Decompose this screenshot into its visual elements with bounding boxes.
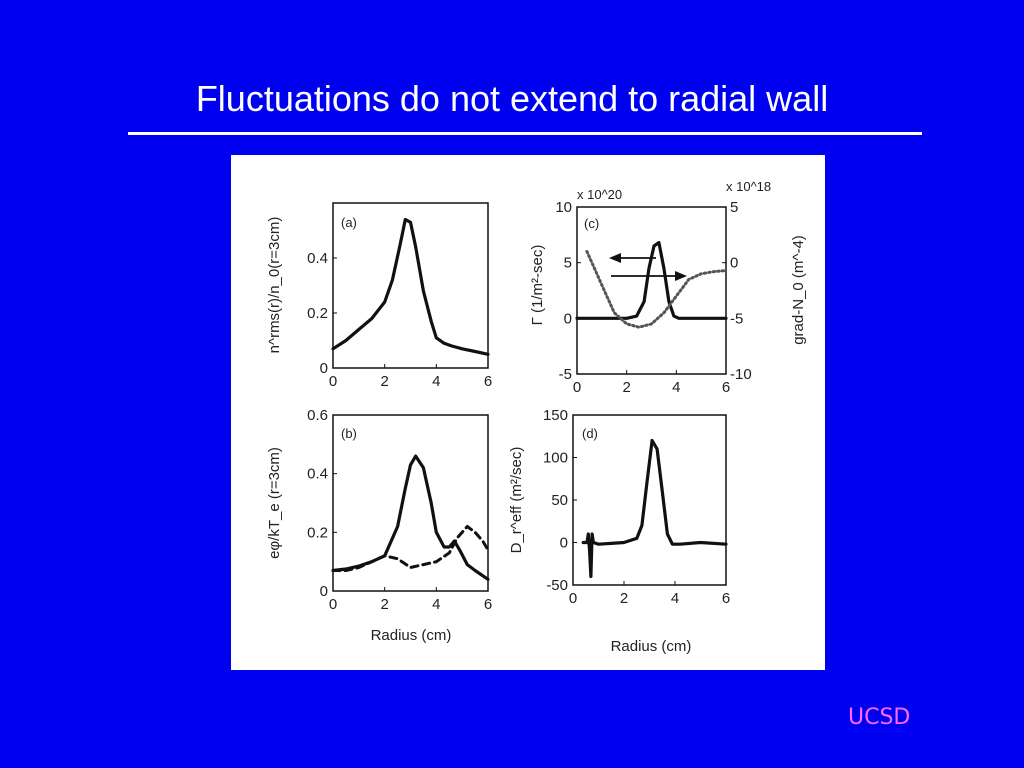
panel-c-exponent-right: x 10^18 <box>726 179 771 194</box>
panel-a-xtick-label: 2 <box>380 373 388 390</box>
figure-svg: (a) n^rms(r)/n_0(r=3cm) 0 2 4 6 0 0.2 0.4 (b) … <box>266 179 807 655</box>
panel-b-xtick-label: 2 <box>380 596 388 613</box>
panel-a-ytick-label: 0 <box>320 360 328 377</box>
panel-c-y2label: grad-N_0 (m^-4) <box>790 235 807 345</box>
panel-c-series-dotted-line <box>585 250 728 329</box>
panel-b-series-solid-line <box>331 454 490 581</box>
panel-d-ytick-label: 0 <box>560 535 568 552</box>
slide-title: Fluctuations do not extend to radial wal… <box>195 78 829 119</box>
panel-d-ytick-label: 100 <box>543 450 568 467</box>
panel-c-y2tick-label: 0 <box>730 255 738 272</box>
panel-d-label: (d) <box>582 426 598 441</box>
panel-c-xtick-label: 4 <box>672 379 680 396</box>
panel-b-series-dashed-line <box>331 525 490 572</box>
panel-c-label: (c) <box>584 216 599 231</box>
panel-a-series <box>331 217 490 356</box>
panel-b-ytick-label: 0.2 <box>307 524 328 541</box>
panel-c-frame <box>576 206 727 375</box>
title-divider <box>128 132 922 135</box>
panel-a: (a) n^rms(r)/n_0(r=3cm) 0 2 4 6 0 0.2 0.4 <box>266 202 492 390</box>
arrow-right-head <box>675 271 687 281</box>
panel-b-ytick-label: 0 <box>320 583 328 600</box>
panel-d: (d) D_r^eff (m²/sec) Radius (cm) 0 2 4 6 -50… <box>508 407 730 655</box>
panel-a-ylabel: n^rms(r)/n_0(r=3cm) <box>266 217 283 354</box>
panel-a-frame <box>332 202 489 369</box>
panel-c-y2tick-label: -10 <box>730 366 752 383</box>
panel-a-ytick-label: 0.2 <box>307 305 328 322</box>
panel-c-xtick-label: 0 <box>573 379 581 396</box>
panel-a-series-solid-line <box>331 217 490 356</box>
panel-b-ticks: 0 2 4 6 0 0.2 0.4 0.6 <box>307 407 492 613</box>
panel-a-xtick-label: 4 <box>432 373 440 390</box>
panel-b-ytick-label: 0.6 <box>307 407 328 424</box>
panel-c-xtick-label: 2 <box>622 379 630 396</box>
panel-c-xtick-label: 6 <box>722 379 730 396</box>
panel-d-ytick-label: 150 <box>543 407 568 424</box>
panel-c-y2tick-label: -5 <box>730 310 743 327</box>
panel-c-series <box>575 240 728 329</box>
panel-b-ylabel: eφ/kT_e (r=3cm) <box>266 447 283 559</box>
panel-a-ticks: 0 2 4 6 0 0.2 0.4 <box>307 250 492 390</box>
panel-c-series-solid-line <box>575 240 728 320</box>
panel-c-ylabel: Γ (1/m²-sec) <box>529 245 546 326</box>
panel-d-xtick-label: 4 <box>671 590 679 607</box>
panel-d-ytick-label: 50 <box>551 492 568 509</box>
panel-b-xtick-label: 4 <box>432 596 440 613</box>
panel-b-series <box>331 454 490 581</box>
panel-a-ytick-label: 0.4 <box>307 250 328 267</box>
panel-b-label: (b) <box>341 426 357 441</box>
panel-d-ylabel: D_r^eff (m²/sec) <box>508 447 525 554</box>
ucsd-logo: UCSD <box>848 705 911 730</box>
panel-b-xtick-label: 0 <box>329 596 337 613</box>
panel-d-xlabel: Radius (cm) <box>611 638 692 655</box>
panel-c-ytick-label: 5 <box>564 255 572 272</box>
panel-c-exponent-left: x 10^20 <box>577 187 622 202</box>
panel-d-xtick-label: 0 <box>569 590 577 607</box>
panel-a-xtick-label: 6 <box>484 373 492 390</box>
panel-d-xtick-label: 2 <box>620 590 628 607</box>
panel-d-xtick-label: 6 <box>722 590 730 607</box>
panel-d-series <box>581 438 728 579</box>
panel-c-ytick-label: 10 <box>555 199 572 216</box>
panel-b-ytick-label: 0.4 <box>307 466 328 483</box>
panel-c-ytick-label: 0 <box>564 310 572 327</box>
panel-b-xtick-label: 6 <box>484 596 492 613</box>
panel-b: (b) eφ/kT_e (r=3cm) Radius (cm) 0 2 4 6 0 0.2… <box>266 407 492 644</box>
panel-a-label: (a) <box>341 215 357 230</box>
figure-panel: (a) n^rms(r)/n_0(r=3cm) 0 2 4 6 0 0.2 0.4 (b) … <box>231 155 825 670</box>
panel-d-ytick-label: -50 <box>546 577 568 594</box>
panel-c-ytick-label: -5 <box>559 366 572 383</box>
panel-b-frame <box>332 414 489 592</box>
panel-d-series-solid-line <box>581 438 728 579</box>
panel-b-xlabel: Radius (cm) <box>371 627 452 644</box>
panel-c: (c) Γ (1/m²-sec) grad-N_0 (m^-4) x 10^20… <box>529 179 807 396</box>
arrow-left-head <box>609 253 621 263</box>
panel-c-y2tick-label: 5 <box>730 199 738 216</box>
panel-a-xtick-label: 0 <box>329 373 337 390</box>
